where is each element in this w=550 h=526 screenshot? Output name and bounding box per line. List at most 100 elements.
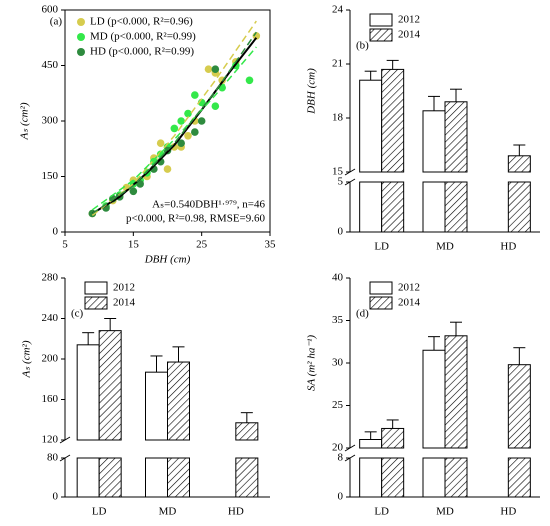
legend-label: 2014 (398, 297, 421, 309)
y-tick-label: 600 (42, 4, 59, 16)
point (177, 139, 185, 147)
y-tick-label: 280 (42, 272, 59, 284)
legend-swatch (369, 296, 393, 310)
legend-swatch (369, 281, 393, 295)
y-tick-label: 240 (42, 312, 59, 324)
fit-line (91, 46, 257, 211)
bar-lower (359, 457, 383, 498)
legend-swatch (369, 28, 393, 42)
bar-lower (167, 457, 190, 498)
point (184, 132, 192, 140)
y-tick-label: 18 (332, 112, 344, 124)
bar-lower (235, 457, 259, 498)
x-tick-label: MD (436, 241, 454, 253)
y-tick-label: 0 (338, 491, 344, 503)
x-tick-label: HD (500, 241, 516, 253)
point (177, 117, 185, 125)
x-tick-label: MD (159, 506, 177, 518)
x-tick-label: HD (228, 506, 244, 518)
y-tick-label: 300 (42, 115, 59, 127)
legend-label: 2012 (398, 14, 420, 26)
fit-line (91, 37, 258, 215)
x-axis-label: DBH (cm) (144, 254, 191, 266)
legend-label: HD (p<0.000, R²=0.99) (90, 46, 194, 58)
panel-label: (a) (50, 16, 63, 28)
y-tick-label: 450 (42, 59, 59, 71)
x-tick-label: LD (92, 506, 107, 518)
legend-label: 2012 (398, 282, 420, 294)
bar-lower (422, 181, 446, 233)
y-axis-label: SA (m² ha⁻¹) (306, 335, 318, 392)
point (197, 117, 206, 125)
fit-line (91, 31, 257, 215)
bar-upper (444, 335, 468, 449)
bar-upper (507, 155, 531, 173)
y-tick-label: 24 (332, 4, 344, 16)
bar-lower (145, 457, 168, 498)
x-tick-label: 15 (128, 239, 140, 251)
x-tick-label: MD (436, 506, 454, 518)
bar-upper (422, 110, 446, 173)
point (170, 124, 179, 133)
y-tick-label: 0 (338, 226, 344, 238)
point (211, 65, 220, 73)
bar-lower (507, 457, 531, 498)
bar-upper (507, 364, 531, 449)
y-tick-label: 30 (332, 357, 344, 369)
point (163, 165, 172, 173)
y-tick-label: 25 (332, 399, 344, 411)
x-tick-label: 25 (196, 239, 208, 251)
x-tick-label: LD (374, 506, 389, 518)
bar-upper (235, 422, 259, 441)
legend-marker (77, 33, 85, 41)
bar-upper (422, 349, 446, 449)
bar-lower (507, 181, 531, 233)
annotation: p<0.000, R²=0.98, RMSE=9.60 (126, 213, 265, 225)
bar-lower (76, 457, 100, 498)
y-tick-label: 15 (332, 166, 344, 178)
legend-swatch (84, 281, 108, 295)
y-axis-label: Aₛ (cm²) (19, 102, 31, 140)
legend-label: 2014 (113, 297, 136, 309)
point (245, 76, 254, 85)
y-tick-label: 21 (332, 58, 343, 70)
panel-label: (b) (356, 40, 369, 52)
bar-upper (381, 427, 405, 449)
bar-lower (422, 457, 446, 498)
y-axis-label: Aₛ (cm²) (21, 340, 33, 378)
point (191, 91, 199, 99)
y-tick-label: 160 (42, 393, 59, 405)
y-tick-label: 0 (53, 491, 59, 503)
y-tick-label: 0 (53, 226, 59, 238)
legend-swatch (369, 13, 393, 27)
point (136, 180, 144, 188)
bar-upper (359, 79, 383, 173)
annotation: Aₛ=0.540DBH¹·⁹⁷⁹, n=46 (152, 199, 265, 211)
y-axis-label: DBH (cm) (306, 68, 318, 115)
bar-upper (381, 68, 405, 173)
y-tick-label: 35 (332, 314, 344, 326)
y-tick-label: 5 (338, 176, 344, 188)
y-tick-label: 40 (332, 272, 344, 284)
y-tick-label: 20 (332, 442, 344, 454)
x-tick-label: LD (374, 241, 389, 253)
legend-label: 2014 (398, 29, 421, 41)
point (184, 109, 192, 118)
panel-label: (d) (356, 308, 369, 320)
bar-upper (167, 361, 190, 441)
y-tick-label: 120 (42, 434, 59, 446)
point (211, 102, 220, 110)
bar-upper (359, 439, 383, 449)
point (191, 128, 199, 136)
y-tick-label: 150 (42, 170, 59, 182)
bar-lower (381, 457, 405, 498)
bar-upper (444, 101, 468, 173)
y-tick-label: 8 (338, 452, 344, 464)
bar-lower (98, 457, 122, 498)
legend-label: LD (p<0.000, R²=0.96) (90, 16, 193, 28)
bar-lower (444, 181, 468, 233)
bar-upper (98, 330, 122, 441)
bar-upper (76, 344, 100, 441)
bar-lower (359, 181, 383, 233)
